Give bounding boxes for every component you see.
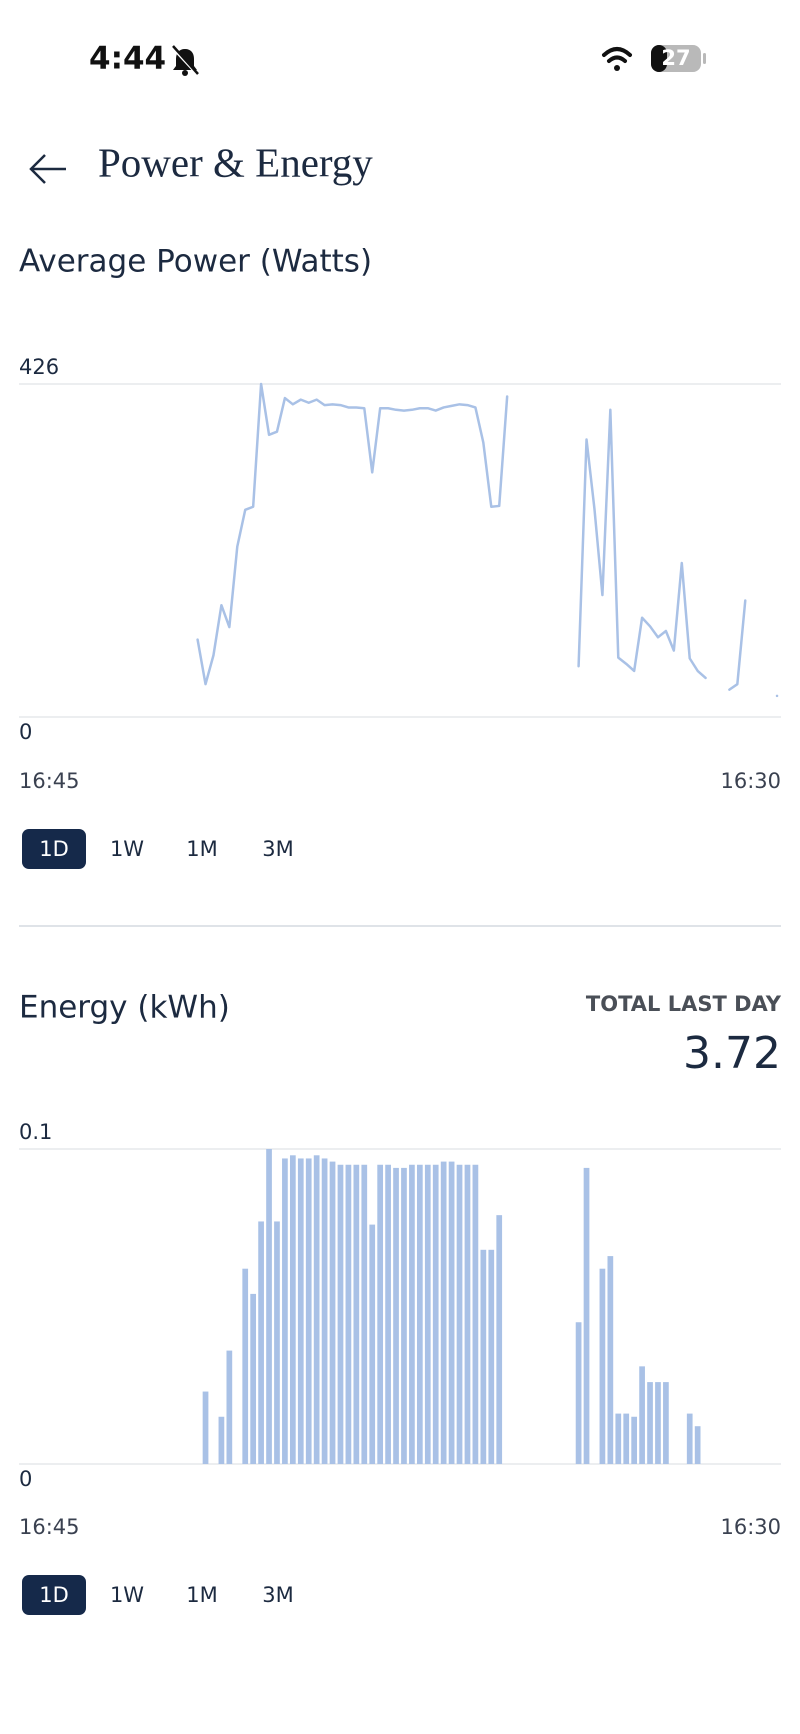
energy-bar (393, 1167, 399, 1464)
energy-bar (464, 1164, 471, 1464)
energy-bar (202, 1391, 209, 1464)
total-label: TOTAL LAST DAY (586, 992, 782, 1016)
range-tab[interactable]: 3M (262, 1583, 293, 1607)
total-value: 3.72 (683, 1028, 781, 1079)
tab-label: 1M (186, 1583, 217, 1607)
range-tab[interactable]: 1D (22, 829, 86, 869)
bell-off-icon (170, 45, 201, 78)
energy-bar (623, 1413, 630, 1464)
energy-bar (472, 1164, 479, 1464)
energy-bar (274, 1221, 280, 1464)
energy-bar (488, 1249, 495, 1464)
tab-label: 1M (186, 837, 217, 861)
energy-bar (329, 1161, 336, 1464)
tab-label: 1D (39, 837, 69, 861)
energy-bar (639, 1366, 645, 1464)
tab-highlight (22, 1575, 86, 1615)
energy-bar (226, 1350, 233, 1464)
energy-bar (289, 1155, 296, 1464)
energy-bar (583, 1167, 590, 1464)
range-tab[interactable]: 1M (186, 837, 217, 861)
energy-bar (218, 1416, 225, 1464)
energy-bar (258, 1221, 264, 1464)
energy-bar (655, 1382, 661, 1464)
energy-bar (647, 1382, 653, 1464)
tab-label: 3M (262, 837, 293, 861)
status-time: 4:44 (89, 41, 166, 77)
page-title: Power & Energy (98, 139, 373, 185)
energy-bar (694, 1426, 701, 1464)
energy-bar (242, 1268, 249, 1464)
y-tick-label: 426 (19, 355, 59, 379)
energy-bar (480, 1249, 487, 1464)
battery-icon: 27 (651, 45, 706, 72)
x-tick-label: 16:30 (720, 1515, 781, 1539)
energy-bar (631, 1416, 638, 1464)
wifi-icon (602, 47, 632, 71)
tab-label: 1W (110, 837, 144, 861)
energy-bar (607, 1256, 614, 1464)
energy-bar (361, 1164, 368, 1464)
energy-bar (409, 1164, 415, 1464)
energy-bar (575, 1322, 582, 1464)
energy-bar (416, 1164, 423, 1464)
energy-bar (305, 1158, 312, 1464)
energy-bar (456, 1164, 463, 1464)
energy-bar (250, 1293, 257, 1464)
energy-bar (345, 1164, 352, 1464)
energy-bar (313, 1155, 320, 1464)
x-tick-label: 16:45 (19, 1515, 80, 1539)
energy-bar (385, 1164, 391, 1464)
y-tick-label: 0.1 (19, 1120, 52, 1144)
back-button[interactable] (29, 154, 66, 184)
range-tab[interactable]: 1W (110, 1583, 144, 1607)
energy-bar (615, 1413, 622, 1464)
range-tab[interactable]: 1D (22, 1575, 86, 1615)
energy-bar (424, 1164, 431, 1464)
tab-label: 3M (262, 1583, 293, 1607)
power-line (196, 382, 779, 698)
range-tab[interactable]: 3M (262, 837, 293, 861)
chart-title: Energy (kWh) (19, 990, 230, 1026)
energy-bar (337, 1164, 344, 1464)
energy-bar (297, 1158, 304, 1464)
battery-level: 27 (661, 46, 690, 70)
energy-bar (321, 1158, 328, 1464)
energy-bar (369, 1224, 376, 1464)
energy-bar (377, 1164, 384, 1464)
energy-bar (440, 1161, 447, 1464)
energy-bar (686, 1413, 693, 1464)
energy-bar (266, 1149, 272, 1464)
energy-bar (353, 1164, 360, 1464)
y-tick-label: 0 (19, 720, 32, 744)
energy-bar (401, 1167, 407, 1464)
energy-bar (663, 1382, 669, 1464)
tab-label: 1D (39, 1583, 69, 1607)
range-tab[interactable]: 1W (110, 837, 144, 861)
energy-bar (496, 1215, 503, 1464)
energy-bar (432, 1164, 439, 1464)
x-tick-label: 16:30 (720, 769, 781, 793)
energy-bar (282, 1158, 288, 1464)
range-tab[interactable]: 1M (186, 1583, 217, 1607)
y-tick-label: 0 (19, 1467, 32, 1491)
x-tick-label: 16:45 (19, 769, 80, 793)
back-arrow-head (29, 154, 46, 184)
tab-label: 1W (110, 1583, 144, 1607)
energy-bar (599, 1268, 606, 1464)
tab-highlight (22, 829, 86, 869)
chart-title: Average Power (Watts) (19, 244, 372, 280)
energy-bar (448, 1161, 455, 1464)
